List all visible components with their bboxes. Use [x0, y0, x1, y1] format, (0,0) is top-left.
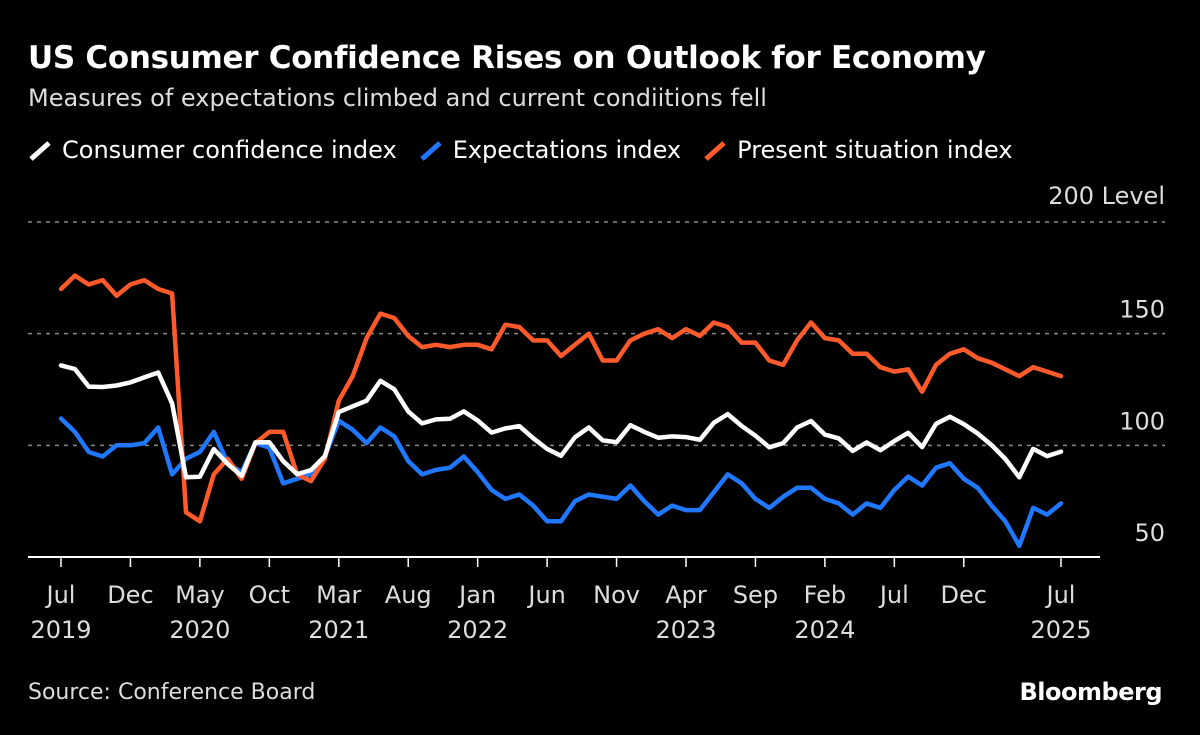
legend-swatch-blue [420, 141, 442, 161]
x-tick-year-label: 2020 [169, 616, 230, 644]
x-tick-year-label: 2021 [308, 616, 369, 644]
legend-label: Present situation index [737, 136, 1013, 164]
x-tick-label: Apr [665, 581, 707, 609]
legend-label: Expectations index [452, 136, 682, 164]
y-tick-label: 200 Level [1048, 182, 1165, 210]
legend: Consumer confidence index Expectations i… [28, 136, 1013, 164]
series-line-consumer-confidence-index [58, 363, 1064, 480]
x-tick-label: May [175, 581, 225, 609]
legend-swatch-white [29, 141, 51, 161]
x-tick-year-label: 2023 [655, 616, 716, 644]
y-tick-label: 150 [1119, 296, 1165, 324]
legend-item-present-situation: Present situation index [703, 136, 1013, 164]
x-tick-label: Jul [878, 581, 909, 609]
x-tick-year-label: 2024 [794, 616, 855, 644]
x-tick-label: Mar [316, 581, 361, 609]
x-tick-label: Feb [804, 581, 847, 609]
y-tick-label: 100 [1119, 407, 1165, 435]
x-tick-label: Nov [593, 581, 640, 609]
bloomberg-logo: Bloomberg [1019, 678, 1163, 706]
legend-item-consumer-confidence: Consumer confidence index [28, 136, 397, 164]
source-note: Source: Conference Board [28, 680, 316, 705]
x-tick-label: Aug [385, 581, 432, 609]
legend-label: Consumer confidence index [62, 136, 397, 164]
legend-swatch-orange [704, 141, 726, 161]
x-tick-label: Sep [733, 581, 778, 609]
x-tick-label: Jul [1045, 581, 1076, 609]
x-tick-label: Oct [249, 581, 291, 609]
x-tick-label: Jun [526, 581, 566, 609]
x-tick-year-label: 2022 [447, 616, 508, 644]
x-tick-label: Dec [107, 581, 153, 609]
x-tick-label: Jan [457, 581, 496, 609]
chart-subtitle: Measures of expectations climbed and cur… [28, 84, 767, 112]
y-tick-label: 50 [1134, 519, 1165, 547]
x-tick-year-label: 2025 [1030, 616, 1091, 644]
series-line-present-situation-index [58, 273, 1064, 524]
chart-title: US Consumer Confidence Rises on Outlook … [28, 40, 986, 76]
x-tick-year-label: 2019 [30, 616, 91, 644]
x-tick-label: Jul [45, 581, 76, 609]
x-tick-label: Dec [941, 581, 987, 609]
legend-item-expectations: Expectations index [419, 136, 681, 164]
